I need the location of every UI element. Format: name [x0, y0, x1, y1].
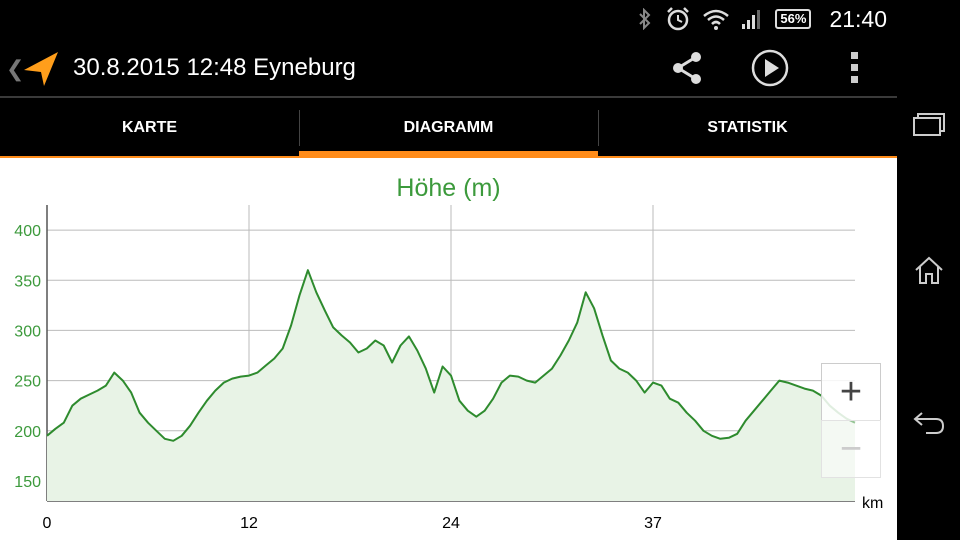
page-title: 30.8.2015 12:48 Eyneburg	[73, 54, 356, 81]
chart-title: Höhe (m)	[396, 174, 501, 202]
zoom-out-button[interactable]: −	[821, 420, 881, 478]
x-tick-label: 0	[43, 515, 52, 532]
x-tick-label: 24	[442, 515, 460, 532]
tab-statistik[interactable]: STATISTIK	[598, 98, 897, 158]
play-button[interactable]	[748, 46, 792, 90]
status-bar: 56% 21:40	[0, 0, 897, 38]
share-icon	[673, 52, 701, 84]
recent-apps-icon	[912, 113, 945, 136]
y-tick-label: 200	[14, 424, 41, 441]
y-tick-label: 250	[14, 374, 41, 391]
y-tick-label: 150	[14, 474, 41, 491]
tab-diagramm[interactable]: DIAGRAMM	[299, 98, 598, 158]
x-tick-label: 12	[240, 515, 258, 532]
elevation-chart[interactable]: 150 200 250 300 350 400 0 12 24 37 km	[0, 158, 897, 540]
action-bar: ❮ 30.8.2015 12:48 Eyneburg	[0, 38, 897, 98]
bluetooth-icon	[639, 8, 651, 30]
play-icon	[751, 49, 789, 87]
navigation-bar	[897, 0, 960, 540]
signal-icon	[742, 10, 761, 29]
recent-apps-button[interactable]	[897, 94, 960, 154]
clock: 21:40	[829, 5, 887, 32]
home-button[interactable]	[897, 240, 960, 300]
home-icon	[914, 256, 943, 284]
overflow-menu-icon	[851, 52, 858, 83]
wifi-icon	[703, 9, 730, 30]
back-icon	[912, 412, 944, 434]
alarm-icon	[667, 7, 690, 31]
chart-panel: Höhe (m) 150 200 250 300 350 400 0 12 24 37 km + −	[0, 158, 897, 540]
y-tick-label: 400	[14, 223, 41, 240]
overflow-menu-button[interactable]	[833, 46, 877, 90]
zoom-in-button[interactable]: +	[821, 363, 881, 421]
back-button[interactable]	[897, 392, 960, 452]
y-tick-label: 350	[14, 273, 41, 290]
tab-bar: KARTE DIAGRAMM STATISTIK	[0, 98, 897, 158]
elevation-area-fill	[47, 270, 855, 501]
app-arrow-icon[interactable]	[22, 48, 62, 88]
y-tick-label: 300	[14, 323, 41, 340]
x-axis-unit-label: km	[862, 495, 883, 512]
x-tick-label: 37	[644, 515, 662, 532]
battery-icon: 56%	[775, 9, 812, 29]
share-button[interactable]	[665, 46, 709, 90]
elevation-line	[46, 269, 856, 442]
tab-karte[interactable]: KARTE	[0, 98, 299, 158]
back-chevron-icon[interactable]: ❮	[6, 56, 25, 81]
